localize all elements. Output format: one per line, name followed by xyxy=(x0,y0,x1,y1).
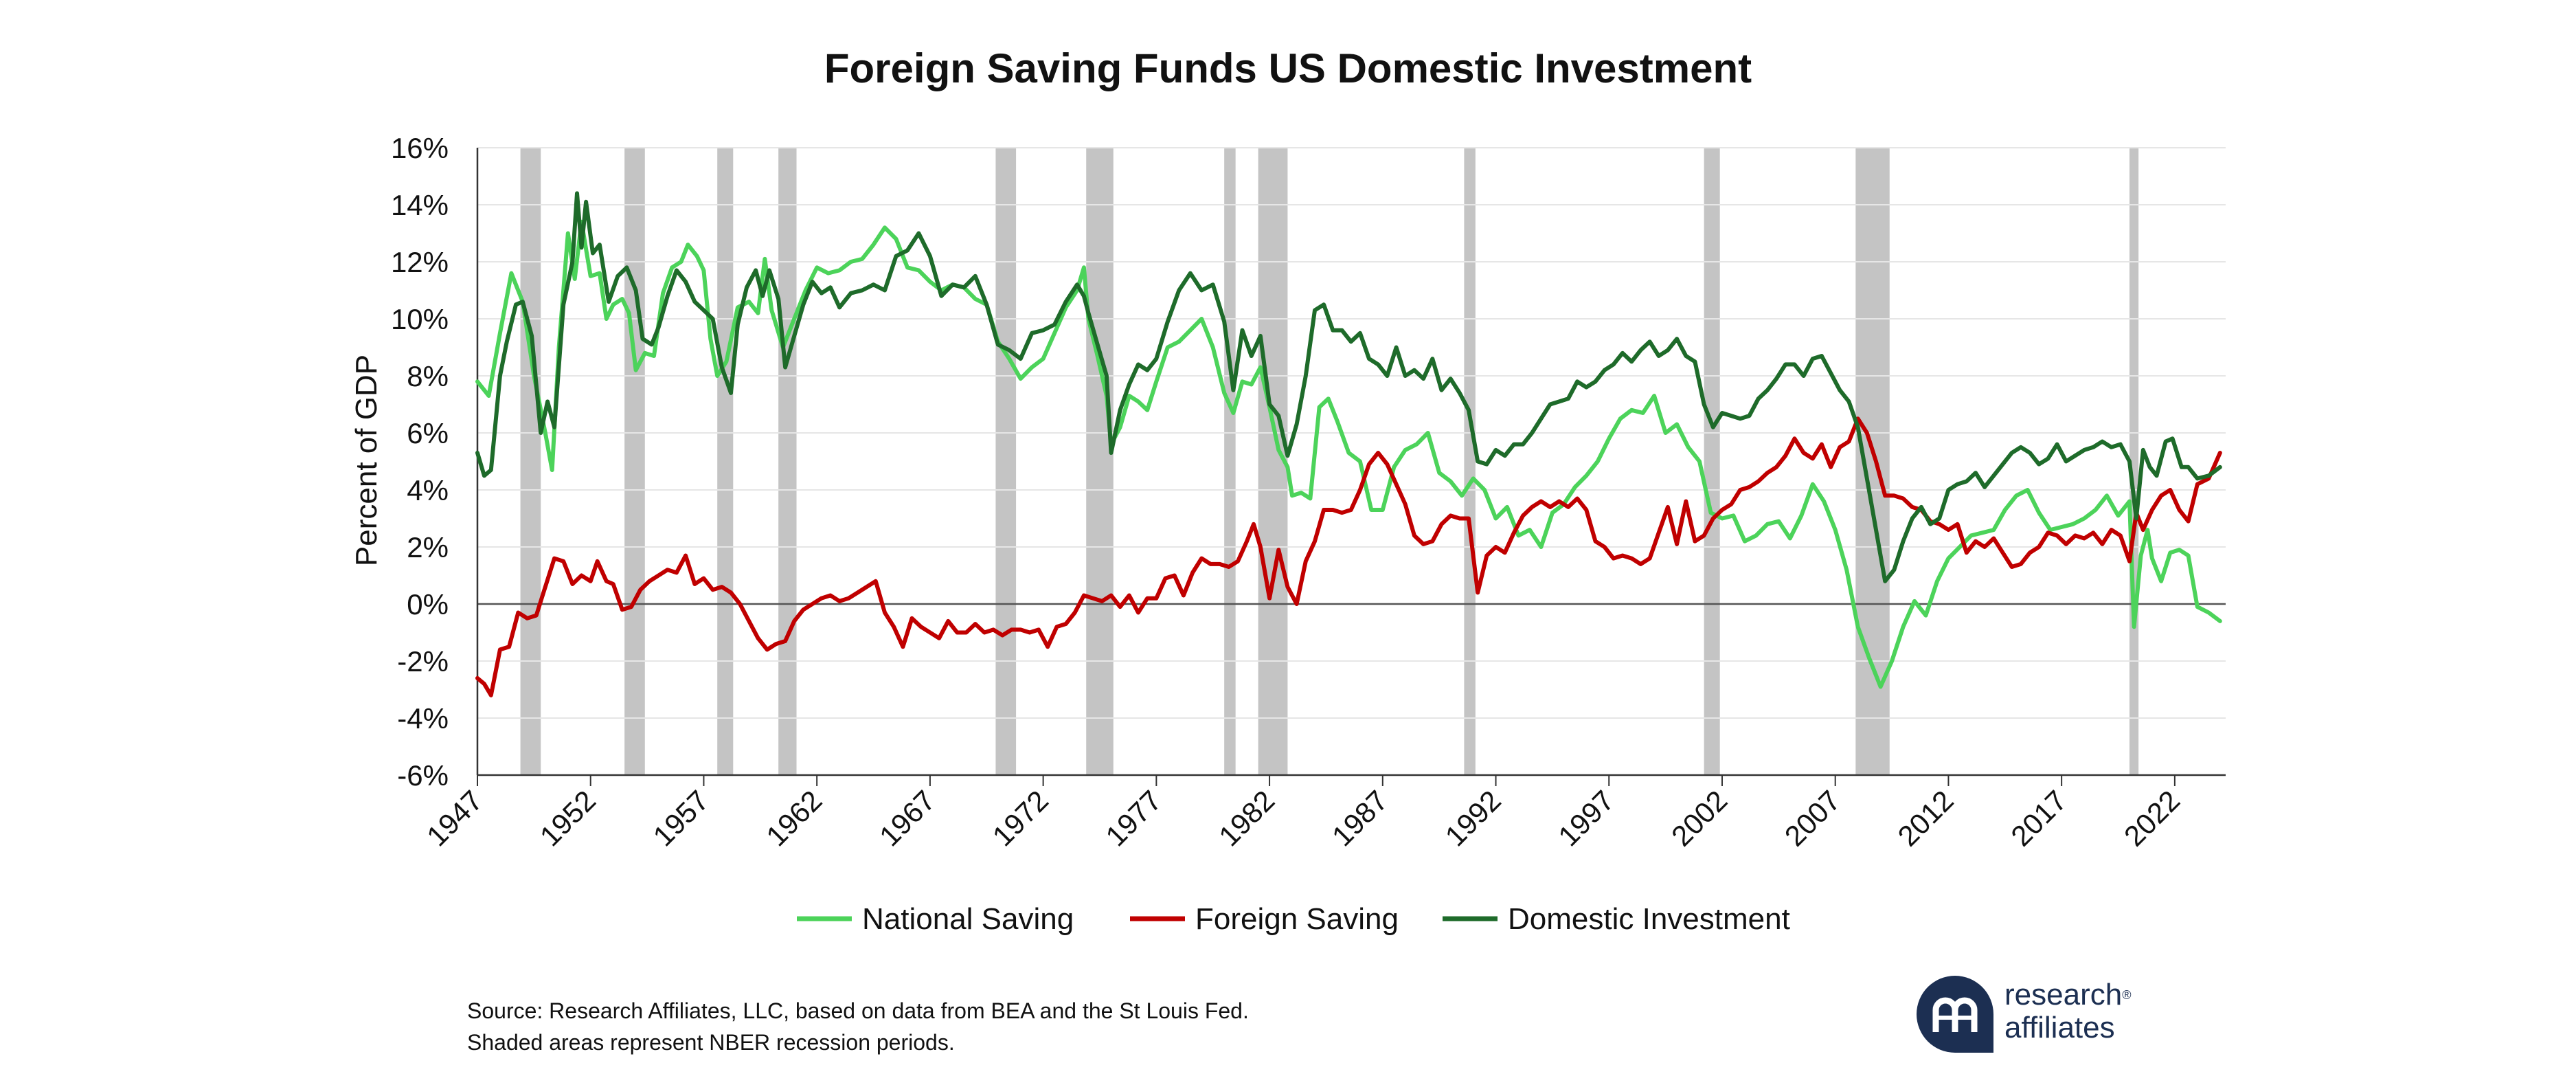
recession-band xyxy=(1086,148,1114,775)
x-tick-label: 1987 xyxy=(1326,784,1394,852)
source-note: Source: Research Affiliates, LLC, based … xyxy=(467,995,1249,1058)
legend: National Saving Foreign Saving Domestic In… xyxy=(797,902,1790,936)
brand-name-line1: research xyxy=(2004,978,2123,1011)
x-tick-label: 1972 xyxy=(986,784,1054,852)
brand-name: research® affiliates xyxy=(2004,978,2131,1044)
y-tick-label: 6% xyxy=(407,417,449,449)
y-tick-label: 2% xyxy=(407,531,449,563)
x-tick-label: 1982 xyxy=(1212,784,1280,852)
y-tick-label: 0% xyxy=(407,588,449,620)
brand-name-line2: affiliates xyxy=(2004,1011,2115,1044)
y-tick-label: 12% xyxy=(391,246,449,278)
legend-label-national-saving: National Saving xyxy=(862,902,1074,936)
recession-note: Shaded areas represent NBER recession pe… xyxy=(467,1030,955,1055)
x-tick-label: 2012 xyxy=(1891,784,1959,852)
research-affiliates-logo-icon xyxy=(1917,976,1993,1053)
x-tick-label: 1957 xyxy=(647,784,715,852)
legend-label-domestic-investment: Domestic Investment xyxy=(1508,902,1790,936)
x-tick-label: 1962 xyxy=(760,784,828,852)
x-tick-label: 2007 xyxy=(1778,784,1846,852)
y-tick-label: 4% xyxy=(407,474,449,506)
recession-band xyxy=(1224,148,1236,775)
y-tick-label: 14% xyxy=(391,189,449,221)
y-axis-label: Percent of GDP xyxy=(350,355,383,566)
x-tick-label: 1977 xyxy=(1099,784,1167,852)
y-tick-label: -6% xyxy=(397,759,449,792)
recession-band xyxy=(624,148,645,775)
legend-label-foreign-saving: Foreign Saving xyxy=(1195,902,1399,936)
source-line: Source: Research Affiliates, LLC, based … xyxy=(467,998,1249,1023)
recession-band xyxy=(520,148,541,775)
recession-band xyxy=(995,148,1017,775)
y-tick-label: 16% xyxy=(391,132,449,164)
brand-logo: research® affiliates xyxy=(1917,976,2143,1058)
gridlines xyxy=(477,147,2226,776)
recession-band xyxy=(717,148,734,775)
x-tick-label: 2022 xyxy=(2118,784,2186,852)
y-tick-label: -4% xyxy=(397,702,449,735)
x-tick-label: 1967 xyxy=(873,784,941,852)
x-tick-label: 2002 xyxy=(1665,784,1733,852)
recession-band xyxy=(1464,148,1476,775)
x-tick-label: 1997 xyxy=(1552,784,1620,852)
axes: -6% -4% -2% 0% 2% 4% 6% 8% 10% 12% 14% 16% 1947 1952 1… xyxy=(391,132,2226,852)
recession-bands xyxy=(520,148,2139,775)
x-tick-label: 1947 xyxy=(420,784,488,852)
recession-band xyxy=(778,148,797,775)
x-tick-label: 2017 xyxy=(2004,784,2072,852)
y-tick-label: 8% xyxy=(407,360,449,392)
y-tick-label: -2% xyxy=(397,645,449,678)
series-line-foreign-saving xyxy=(475,416,2222,697)
series-lines xyxy=(475,191,2222,697)
logo-mark-icon xyxy=(1932,997,1978,1032)
x-tick-label: 1992 xyxy=(1439,784,1507,852)
series-line-domestic-investment xyxy=(475,191,2222,583)
series-line-national-saving xyxy=(475,219,2222,689)
recession-band xyxy=(1704,148,1720,775)
x-tick-label: 1952 xyxy=(534,784,602,852)
chart-title: Foreign Saving Funds US Domestic Investm… xyxy=(824,45,1752,91)
y-tick-label: 10% xyxy=(391,303,449,335)
registered-mark: ® xyxy=(2122,988,2132,1002)
